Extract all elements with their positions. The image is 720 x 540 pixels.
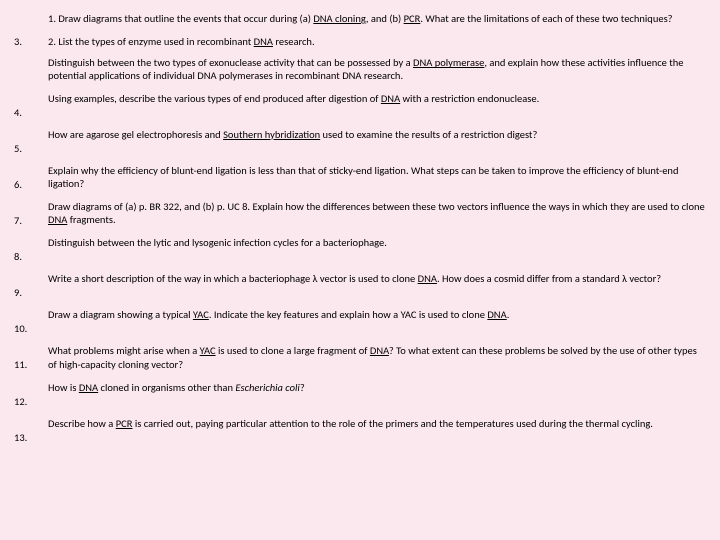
question-row: 10.Draw a diagram showing a typical YAC.… bbox=[14, 308, 706, 335]
link[interactable]: DNA bbox=[418, 272, 437, 285]
question-row: 3.2. List the types of enzyme used in re… bbox=[14, 35, 706, 82]
question-body: How are agarose gel electrophoresis and … bbox=[48, 128, 706, 141]
question-row: 9.Write a short description of the way i… bbox=[14, 272, 706, 299]
question-row: 13.Describe how a PCR is carried out, pa… bbox=[14, 417, 706, 444]
question-number: 7. bbox=[14, 200, 48, 227]
question-text: Draw a diagram showing a typical YAC. In… bbox=[48, 308, 706, 335]
question-body: Write a short description of the way in … bbox=[48, 272, 706, 285]
q1-link-dna-cloning[interactable]: DNA cloning bbox=[313, 12, 366, 25]
question-number: 6. bbox=[14, 164, 48, 191]
question-text: Draw diagrams of (a) p. BR 322, and (b) … bbox=[48, 200, 706, 227]
question-number: 10. bbox=[14, 308, 48, 335]
link[interactable]: DNA bbox=[381, 92, 400, 105]
question-1: 1. Draw diagrams that outline the events… bbox=[48, 12, 706, 25]
question-text: Describe how a PCR is carried out, payin… bbox=[48, 417, 706, 444]
question-number: 11. bbox=[14, 344, 48, 371]
question-text: Explain why the efficiency of blunt-end … bbox=[48, 164, 706, 191]
question-preface: 2. List the types of enzyme used in reco… bbox=[48, 35, 706, 48]
question-text: How are agarose gel electrophoresis and … bbox=[48, 128, 706, 155]
question-body: Draw a diagram showing a typical YAC. In… bbox=[48, 308, 706, 321]
question-number: 9. bbox=[14, 272, 48, 299]
question-number: 5. bbox=[14, 128, 48, 155]
question-body: Explain why the efficiency of blunt-end … bbox=[48, 164, 706, 190]
question-row: 11.What problems might arise when a YAC … bbox=[14, 344, 706, 371]
question-number: 3. bbox=[14, 35, 48, 82]
link[interactable]: YAC bbox=[200, 344, 216, 357]
question-text: Distinguish between the lytic and lysoge… bbox=[48, 236, 706, 263]
q1-text-b: , and (b) bbox=[366, 12, 404, 25]
link[interactable]: DNA bbox=[370, 344, 389, 357]
question-number: 8. bbox=[14, 236, 48, 263]
question-text: Using examples, describe the various typ… bbox=[48, 92, 706, 119]
link[interactable]: DNA bbox=[48, 213, 67, 226]
q1-text-a: 1. Draw diagrams that outline the events… bbox=[48, 12, 313, 25]
question-body: Distinguish between the lytic and lysoge… bbox=[48, 236, 706, 249]
link[interactable]: DNA bbox=[487, 308, 506, 321]
question-text: Write a short description of the way in … bbox=[48, 272, 706, 299]
question-body: Describe how a PCR is carried out, payin… bbox=[48, 417, 706, 430]
question-body: What problems might arise when a YAC is … bbox=[48, 344, 706, 370]
link[interactable]: DNA bbox=[79, 381, 98, 394]
question-number: 12. bbox=[14, 381, 48, 408]
question-number: 4. bbox=[14, 92, 48, 119]
question-body: Draw diagrams of (a) p. BR 322, and (b) … bbox=[48, 200, 706, 226]
question-row: 8.Distinguish between the lytic and lyso… bbox=[14, 236, 706, 263]
link[interactable]: YAC bbox=[193, 308, 209, 321]
italic-text: Escherichia coli bbox=[235, 381, 299, 394]
question-row: 5.How are agarose gel electrophoresis an… bbox=[14, 128, 706, 155]
question-row: 4.Using examples, describe the various t… bbox=[14, 92, 706, 119]
question-row: 6.Explain why the efficiency of blunt-en… bbox=[14, 164, 706, 191]
question-text: 2. List the types of enzyme used in reco… bbox=[48, 35, 706, 82]
link[interactable]: PCR bbox=[116, 417, 133, 430]
question-number: 13. bbox=[14, 417, 48, 444]
link[interactable]: DNA polymerase bbox=[413, 56, 484, 69]
question-row: 12.How is DNA cloned in organisms other … bbox=[14, 381, 706, 408]
link[interactable]: DNA bbox=[254, 35, 273, 48]
link[interactable]: Southern hybridization bbox=[223, 128, 320, 141]
q1-link-pcr[interactable]: PCR bbox=[404, 12, 421, 25]
question-body: How is DNA cloned in organisms other tha… bbox=[48, 381, 706, 394]
q1-text-c: . What are the limitations of each of th… bbox=[420, 12, 672, 25]
question-text: What problems might arise when a YAC is … bbox=[48, 344, 706, 371]
question-body: Using examples, describe the various typ… bbox=[48, 92, 706, 105]
question-row: 7.Draw diagrams of (a) p. BR 322, and (b… bbox=[14, 200, 706, 227]
question-text: How is DNA cloned in organisms other tha… bbox=[48, 381, 706, 408]
question-body: Distinguish between the two types of exo… bbox=[48, 56, 706, 82]
